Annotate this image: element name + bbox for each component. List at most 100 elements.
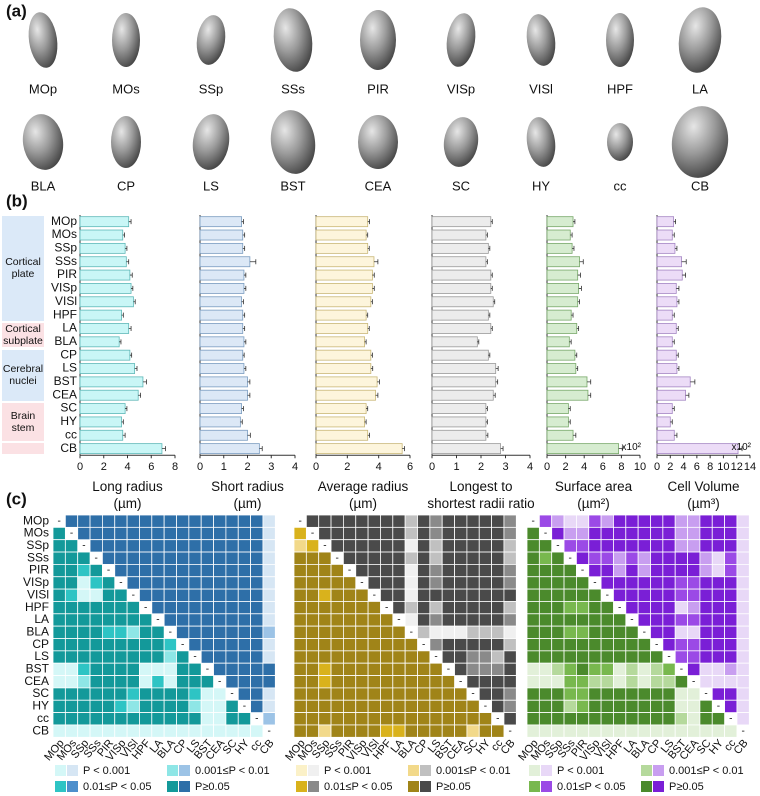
heat-cell	[102, 662, 116, 676]
heat-cell	[404, 712, 418, 726]
heat-cell	[305, 699, 320, 714]
heat-cell	[151, 514, 165, 528]
legend-swatch	[420, 781, 431, 792]
heat-cell	[466, 724, 480, 738]
heat-cell	[551, 699, 565, 714]
bar	[431, 323, 492, 334]
heat-cell	[551, 588, 565, 602]
diagonal-mark: -	[230, 689, 233, 700]
heat-cell	[687, 699, 701, 714]
heat-cell	[711, 514, 726, 528]
bar	[431, 283, 492, 294]
heat-cell	[293, 625, 307, 639]
heat-cell	[318, 514, 332, 528]
heat-cell	[250, 526, 264, 541]
heat-cell	[262, 687, 276, 701]
heat-cell	[526, 588, 540, 602]
heat-cell	[429, 699, 443, 714]
heat-cell	[262, 514, 276, 528]
heat-cell	[318, 662, 332, 676]
heat-cell	[687, 564, 701, 578]
heat-cell	[367, 724, 381, 738]
heat-cell	[114, 588, 128, 602]
heat-cell	[52, 564, 66, 578]
heat-cell	[441, 712, 455, 726]
heat-cell	[650, 564, 664, 578]
heat-cell	[736, 675, 750, 689]
heat-cell	[114, 650, 128, 664]
heat-cell	[466, 675, 480, 689]
bar	[546, 349, 576, 361]
group-label	[2, 442, 44, 455]
heat-cell	[342, 526, 357, 541]
heat-cell	[126, 551, 140, 565]
heat-cell	[466, 638, 480, 652]
legend-swatch	[296, 781, 307, 792]
heat-cell	[576, 551, 590, 565]
heat-cell	[687, 625, 701, 639]
heat-cell	[625, 588, 639, 602]
error-bar	[577, 272, 581, 278]
col-label: CB	[499, 737, 518, 756]
heat-cell	[503, 576, 517, 590]
bar	[199, 323, 244, 334]
heat-cell	[213, 625, 227, 639]
heat-cell	[188, 588, 202, 602]
heat-cell	[176, 564, 190, 578]
heat-cell	[213, 650, 227, 664]
heat-cell	[89, 675, 103, 689]
x-tick-label: 2	[667, 461, 673, 473]
heat-cell	[650, 712, 664, 726]
heat-cell	[64, 576, 79, 590]
error-bar	[572, 245, 575, 251]
group-label: Cortical plate	[2, 216, 44, 321]
axis-label: Average radius	[318, 479, 409, 494]
bar	[546, 296, 579, 308]
x-tick-label: 4	[581, 461, 587, 473]
heat-cell	[163, 539, 177, 553]
heat-cell	[526, 687, 540, 701]
heat-cell	[52, 625, 66, 639]
bar	[199, 309, 244, 321]
heat-cell	[563, 699, 577, 714]
heat-cell	[625, 576, 639, 590]
bar	[546, 216, 574, 228]
legend-swatch	[529, 781, 540, 792]
error-bar	[121, 312, 124, 318]
heat-cell	[588, 699, 602, 714]
legend-label: P≥0.05	[669, 781, 704, 793]
heat-cell	[588, 601, 602, 615]
heat-cell	[454, 650, 468, 664]
x-tick-label: 3	[268, 461, 274, 473]
heat-cell	[89, 539, 103, 553]
heat-cell	[237, 687, 252, 701]
heat-cell	[613, 675, 627, 689]
error-bar	[493, 392, 496, 398]
heat-cell	[724, 601, 738, 615]
heat-cell	[225, 564, 239, 578]
heat-cell	[355, 650, 369, 664]
heat-cell	[687, 526, 701, 541]
heat-cell	[662, 564, 676, 578]
heat-cell	[429, 687, 443, 701]
heat-cell	[711, 588, 726, 602]
axis-label: (µm)	[349, 496, 377, 511]
heat-cell	[355, 601, 369, 615]
heat-cell	[163, 576, 177, 590]
bar	[199, 336, 245, 348]
heat-cell	[588, 526, 602, 541]
heat-cell	[650, 613, 664, 627]
heat-cell	[551, 650, 565, 664]
bar	[546, 283, 580, 294]
heat-cell	[52, 687, 66, 701]
cell-label: CEA	[365, 178, 392, 193]
bar	[315, 283, 373, 294]
heat-cell	[392, 675, 406, 689]
error-bar	[488, 245, 491, 251]
heat-cell	[262, 662, 276, 676]
error-bar	[375, 392, 379, 398]
heat-cell	[355, 625, 369, 639]
heat-cell	[355, 712, 369, 726]
heat-cell	[625, 539, 639, 553]
row-label: CB	[32, 723, 49, 737]
